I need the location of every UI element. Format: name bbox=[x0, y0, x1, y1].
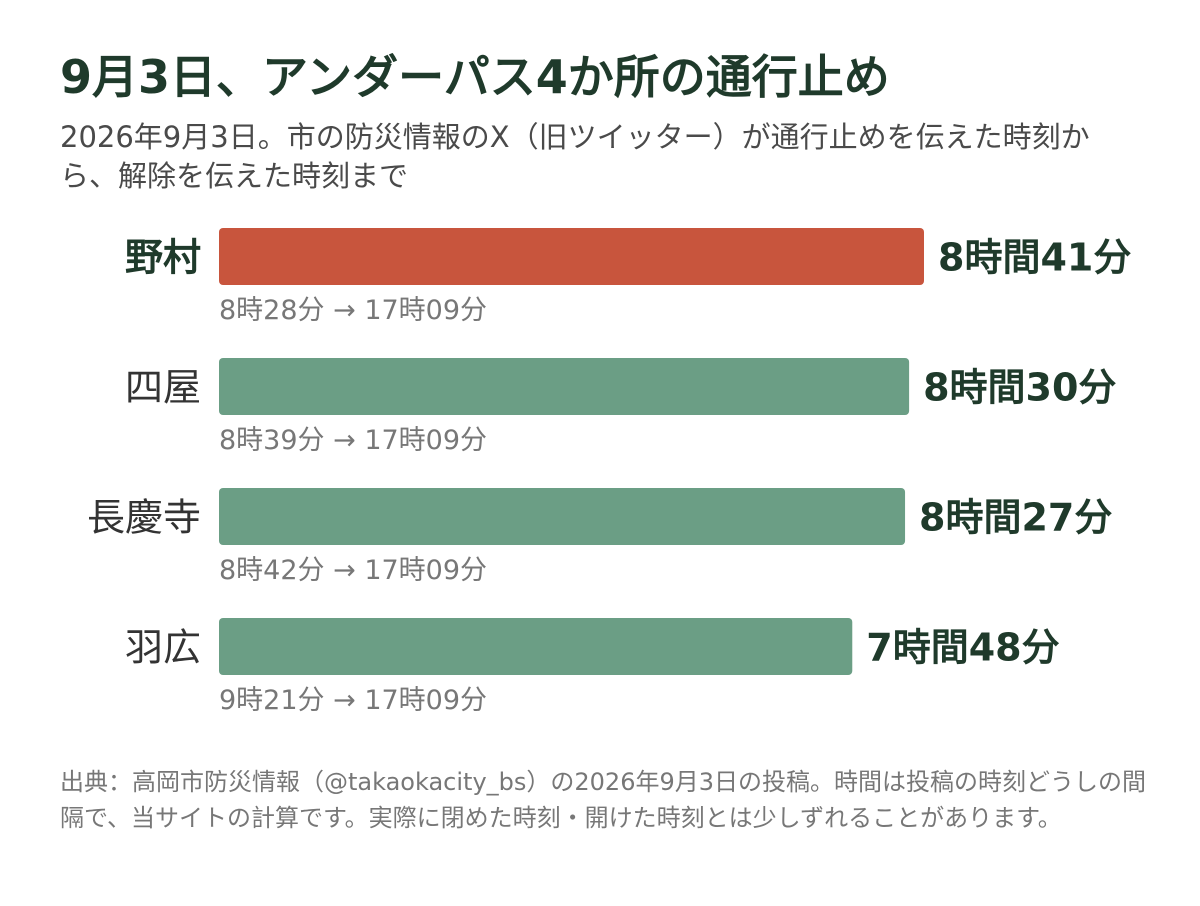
time-range-label: 8時42分 → 17時09分 bbox=[219, 555, 487, 586]
value-label: 8時間27分 bbox=[919, 496, 1112, 540]
category-label: 四屋 bbox=[125, 366, 201, 410]
value-label: 8時間41分 bbox=[938, 236, 1131, 280]
chart-subtitle: 2026年9月3日。市の防災情報のX（旧ツイッター）が通行止めを伝えた時刻から、… bbox=[60, 120, 1090, 193]
bar bbox=[219, 488, 906, 545]
time-range-label: 9時21分 → 17時09分 bbox=[219, 685, 487, 716]
chart-title: 9月3日、アンダーパス4か所の通行止め bbox=[60, 50, 890, 104]
bar bbox=[219, 358, 910, 415]
time-range-label: 8時28分 → 17時09分 bbox=[219, 295, 487, 326]
bar-row: 野村 8時間41分 8時28分 → 17時09分 bbox=[125, 228, 1131, 326]
category-label: 長慶寺 bbox=[87, 496, 201, 540]
source-note: 出典：高岡市防災情報（@takaokacity_bs）の2026年9月3日の投稿… bbox=[60, 768, 1146, 832]
value-label: 7時間48分 bbox=[866, 626, 1059, 670]
bar-row: 四屋 8時間30分 8時39分 → 17時09分 bbox=[125, 358, 1116, 456]
category-label: 野村 bbox=[125, 236, 201, 280]
value-label: 8時間30分 bbox=[923, 366, 1116, 410]
bar-row: 羽広 7時間48分 9時21分 → 17時09分 bbox=[125, 618, 1060, 716]
bar bbox=[219, 618, 853, 675]
bar bbox=[219, 228, 924, 285]
category-label: 羽広 bbox=[125, 626, 201, 670]
bar-row: 長慶寺 8時間27分 8時42分 → 17時09分 bbox=[87, 488, 1112, 586]
time-range-label: 8時39分 → 17時09分 bbox=[219, 425, 487, 456]
